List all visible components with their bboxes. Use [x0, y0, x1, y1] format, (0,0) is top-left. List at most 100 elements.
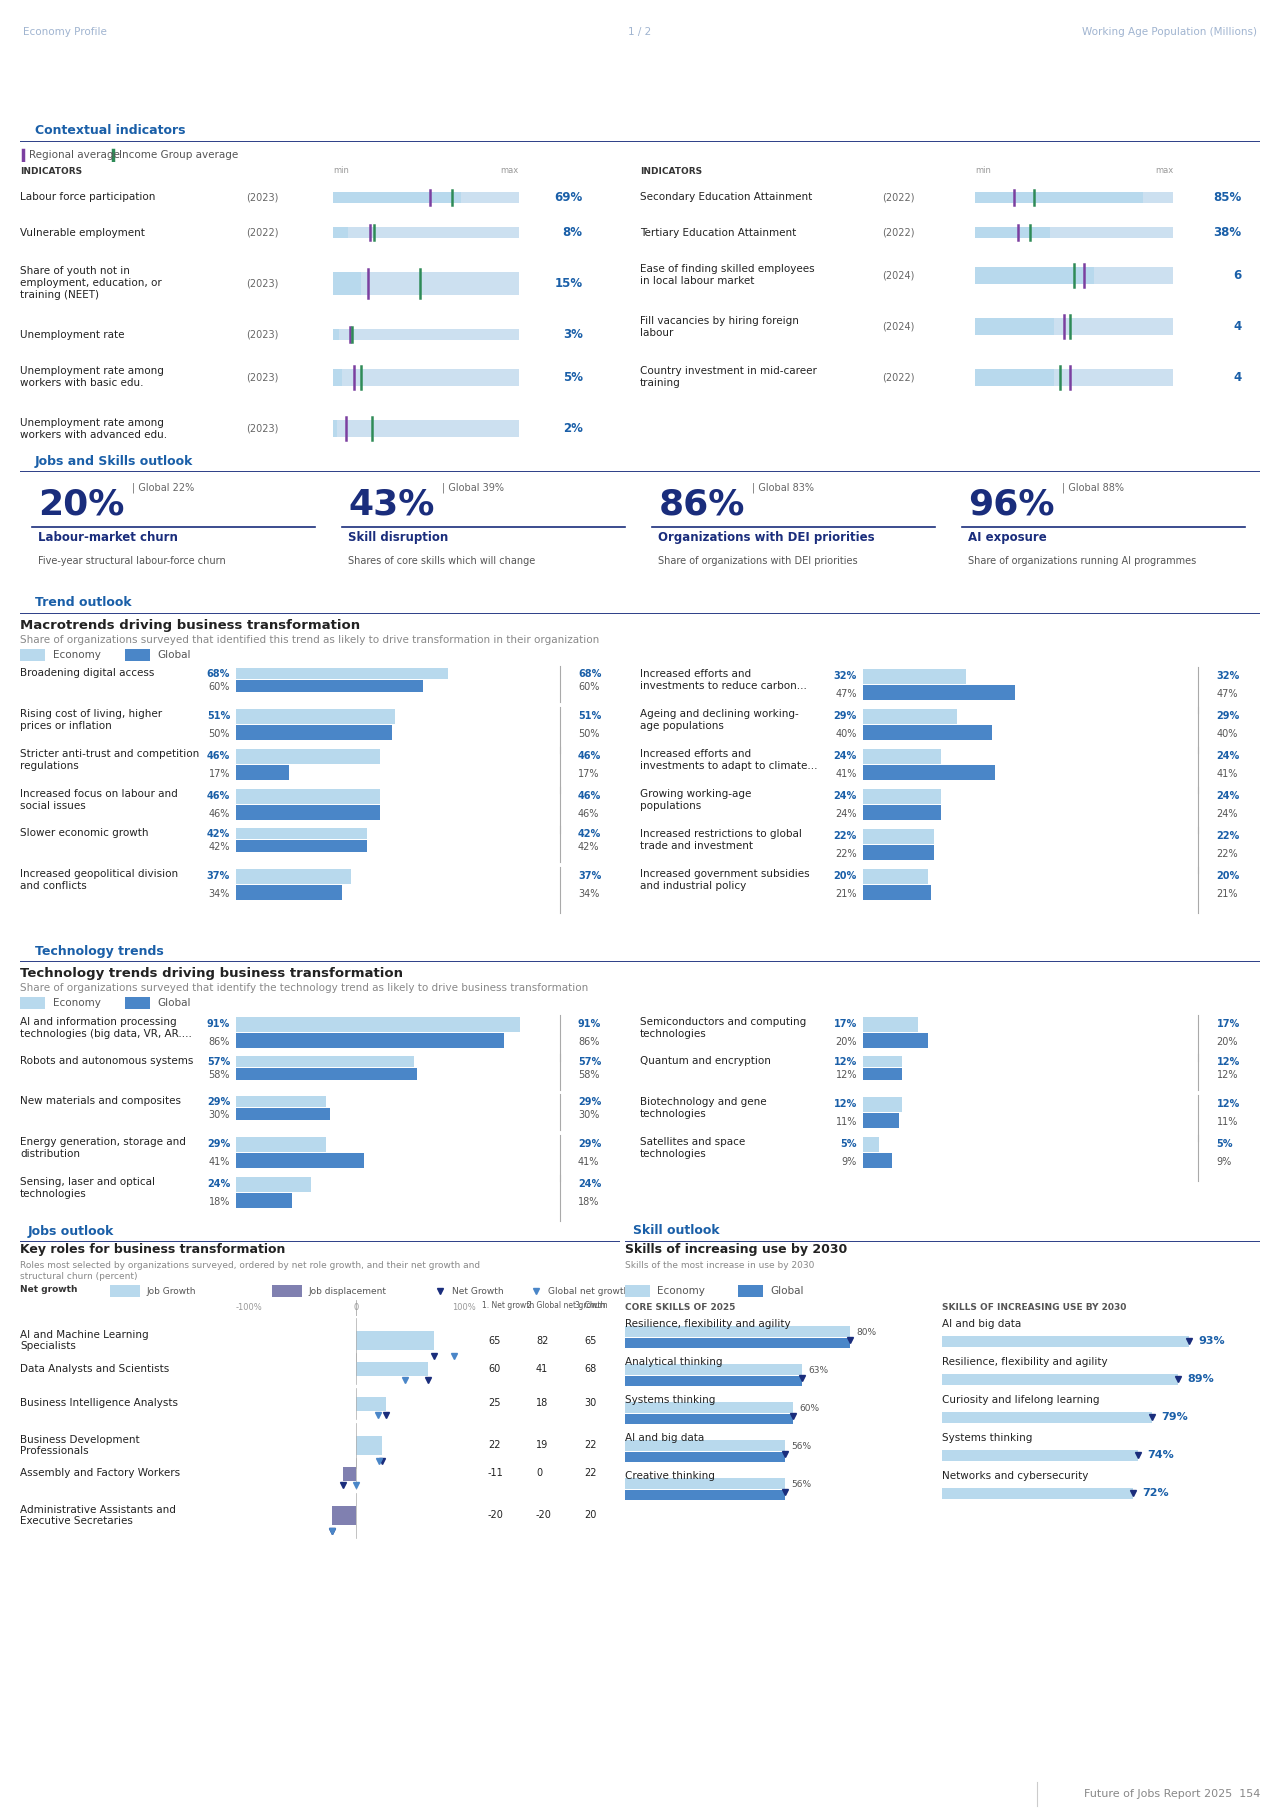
Bar: [236, 765, 289, 780]
Text: New materials and composites: New materials and composites: [20, 1096, 180, 1105]
Bar: [975, 318, 1055, 335]
Bar: [236, 1017, 520, 1031]
Bar: [625, 1440, 785, 1451]
Text: Analytical thinking: Analytical thinking: [625, 1357, 722, 1368]
Text: 42%: 42%: [209, 841, 230, 852]
Text: Global: Global: [157, 999, 191, 1008]
Text: 20%: 20%: [833, 872, 858, 881]
Text: 37%: 37%: [579, 872, 602, 881]
Text: 12%: 12%: [1216, 1100, 1240, 1109]
Text: 17%: 17%: [209, 769, 230, 778]
Bar: [236, 829, 367, 839]
Bar: [333, 271, 361, 295]
Text: 21%: 21%: [836, 888, 858, 899]
Text: 40%: 40%: [1216, 729, 1238, 738]
Text: Systems thinking: Systems thinking: [625, 1395, 716, 1406]
Text: 12%: 12%: [833, 1056, 858, 1067]
Bar: [737, 1286, 763, 1297]
Text: Satellites and space
technologies: Satellites and space technologies: [640, 1138, 745, 1160]
Bar: [20, 649, 45, 660]
Bar: [625, 1478, 785, 1489]
Text: 11%: 11%: [836, 1116, 858, 1127]
Text: 69%: 69%: [554, 192, 582, 204]
Bar: [343, 1467, 356, 1480]
Text: 32%: 32%: [833, 671, 858, 682]
Text: max: max: [500, 166, 518, 175]
Bar: [236, 680, 424, 691]
Text: 15%: 15%: [554, 277, 582, 289]
Text: 43%: 43%: [348, 487, 435, 521]
Text: Energy generation, storage and
distribution: Energy generation, storage and distribut…: [20, 1138, 186, 1160]
Text: 46%: 46%: [579, 809, 599, 819]
Text: 68: 68: [584, 1364, 596, 1373]
Bar: [333, 369, 518, 385]
Text: 51%: 51%: [579, 711, 602, 722]
Text: Slower economic growth: Slower economic growth: [20, 829, 148, 838]
Text: 63%: 63%: [808, 1366, 828, 1375]
Bar: [975, 318, 1174, 335]
Text: Increased restrictions to global
trade and investment: Increased restrictions to global trade a…: [640, 829, 801, 850]
Text: 38%: 38%: [1213, 226, 1242, 239]
Text: Five-year structural labour-force churn: Five-year structural labour-force churn: [38, 557, 227, 566]
Text: Share of organizations surveyed that identify the technology trend as likely to : Share of organizations surveyed that ide…: [20, 984, 589, 993]
Text: 29%: 29%: [1216, 711, 1240, 722]
Bar: [356, 1362, 428, 1375]
Text: 24%: 24%: [836, 809, 858, 819]
Text: Tertiary Education Attainment: Tertiary Education Attainment: [640, 228, 796, 237]
Text: Job displacement: Job displacement: [308, 1286, 387, 1295]
Bar: [625, 1491, 785, 1500]
Text: Increased geopolitical division
and conflicts: Increased geopolitical division and conf…: [20, 868, 178, 890]
Text: Economy Profile: Economy Profile: [23, 27, 108, 36]
Bar: [625, 1286, 650, 1297]
Text: -20: -20: [536, 1511, 552, 1521]
Bar: [236, 885, 342, 899]
Bar: [236, 1056, 413, 1067]
Text: max: max: [1155, 166, 1174, 175]
Bar: [975, 226, 1050, 239]
Text: 18%: 18%: [209, 1196, 230, 1207]
Text: Ease of finding skilled employees
in local labour market: Ease of finding skilled employees in loc…: [640, 264, 814, 286]
Text: | Global 39%: | Global 39%: [442, 483, 504, 494]
Text: 42%: 42%: [579, 829, 602, 839]
Text: 0: 0: [353, 1304, 358, 1313]
Text: 1. Net growth: 1. Net growth: [483, 1301, 534, 1310]
Bar: [236, 1194, 292, 1208]
Bar: [863, 1056, 902, 1067]
Text: Unemployment rate: Unemployment rate: [20, 329, 124, 340]
Text: Jobs outlook: Jobs outlook: [27, 1225, 114, 1237]
Bar: [332, 1505, 356, 1525]
Text: 24%: 24%: [579, 1179, 602, 1190]
Text: 41%: 41%: [836, 769, 858, 778]
Bar: [236, 1154, 364, 1169]
Text: AI and big data: AI and big data: [625, 1433, 704, 1444]
Text: Increased focus on labour and
social issues: Increased focus on labour and social iss…: [20, 789, 178, 810]
Bar: [625, 1326, 850, 1337]
Text: 24%: 24%: [833, 792, 858, 801]
Text: 34%: 34%: [209, 888, 230, 899]
Text: Business Intelligence Analysts: Business Intelligence Analysts: [20, 1398, 178, 1409]
Text: 12%: 12%: [836, 1069, 858, 1080]
Text: Share of organizations with DEI priorities: Share of organizations with DEI prioriti…: [658, 557, 858, 566]
Text: 17%: 17%: [833, 1020, 858, 1029]
Text: 5.5: 5.5: [1188, 62, 1257, 101]
Text: Macrotrends driving business transformation: Macrotrends driving business transformat…: [20, 619, 360, 633]
Text: 46%: 46%: [207, 751, 230, 762]
Text: AI and big data: AI and big data: [942, 1319, 1021, 1330]
Text: 57%: 57%: [207, 1056, 230, 1067]
Text: 24%: 24%: [207, 1179, 230, 1190]
Text: 58%: 58%: [209, 1069, 230, 1080]
Text: Networks and cybersecurity: Networks and cybersecurity: [942, 1471, 1088, 1482]
Text: | Global 83%: | Global 83%: [753, 483, 814, 494]
Text: 29%: 29%: [207, 1096, 230, 1107]
Text: 18: 18: [536, 1398, 548, 1409]
Text: Global: Global: [157, 649, 191, 660]
Text: Job Growth: Job Growth: [146, 1286, 196, 1295]
Text: 24%: 24%: [1216, 809, 1238, 819]
Text: 29%: 29%: [207, 1140, 230, 1149]
Text: Vulnerable employment: Vulnerable employment: [20, 228, 145, 237]
Text: 74%: 74%: [1148, 1451, 1174, 1460]
Text: 86%: 86%: [658, 487, 745, 521]
Text: -20: -20: [488, 1511, 504, 1521]
Text: Growing working-age
populations: Growing working-age populations: [640, 789, 751, 810]
Bar: [236, 749, 379, 763]
